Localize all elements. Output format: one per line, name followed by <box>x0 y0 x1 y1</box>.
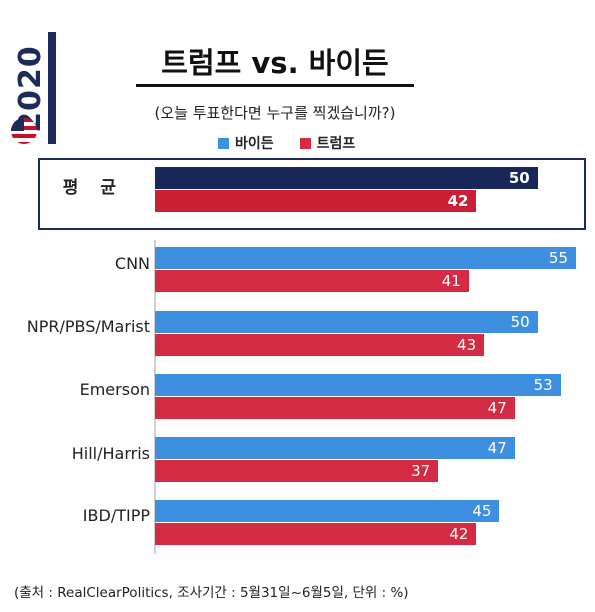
data-label-biden: 50 <box>510 313 530 331</box>
legend-swatch-trump <box>299 137 311 149</box>
legend-swatch-biden <box>218 137 229 149</box>
category-label: IBD/TIPP <box>82 506 150 525</box>
data-label-trump: 42 <box>449 525 469 543</box>
bar-biden: 47 <box>155 437 515 459</box>
category-label: Emerson <box>79 380 150 399</box>
us-flag-icon <box>11 118 37 144</box>
header-accent-bar <box>48 32 56 144</box>
legend: 바이든 트럼프 <box>218 133 355 153</box>
data-label-biden: 55 <box>548 249 568 267</box>
data-label-biden: 50 <box>508 169 530 187</box>
data-label-trump: 41 <box>441 272 461 290</box>
data-label-biden: 45 <box>472 502 492 520</box>
data-label-trump: 47 <box>487 399 507 417</box>
bar-biden: 55 <box>155 247 576 269</box>
legend-label-trump: 트럼프 <box>316 136 356 152</box>
chart-subtitle: (오늘 투표한다면 누구를 찍겠습니까?) <box>154 104 396 122</box>
title-underline <box>136 84 414 87</box>
bar-biden: 53 <box>155 374 561 396</box>
bar-trump: 43 <box>155 334 485 356</box>
bar-trump: 37 <box>155 460 439 482</box>
data-label-biden: 47 <box>487 439 507 457</box>
source-note: (출처 : RealClearPolitics, 조사기간 : 5월31일~6월… <box>14 585 409 601</box>
year-badge: 2020 <box>10 32 48 144</box>
bar-trump: 47 <box>155 397 515 419</box>
legend-label-biden: 바이든 <box>235 136 274 152</box>
data-label-biden: 53 <box>533 376 553 394</box>
bar-trump: 42 <box>155 190 477 212</box>
category-label-average: 평 균 <box>62 178 124 198</box>
bar-biden: 50 <box>155 167 538 189</box>
data-label-trump: 37 <box>411 462 431 480</box>
data-label-trump: 43 <box>457 336 477 354</box>
category-label: Hill/Harris <box>71 444 150 463</box>
data-label-trump: 42 <box>447 192 469 210</box>
chart-title: 트럼프 vs. 바이든 <box>161 46 389 80</box>
bar-biden: 50 <box>155 311 538 333</box>
category-label: NPR/PBS/Marist <box>26 317 150 336</box>
bar-trump: 42 <box>155 523 477 545</box>
bar-biden: 45 <box>155 500 500 522</box>
bar-trump: 41 <box>155 270 469 292</box>
category-label: CNN <box>114 254 150 273</box>
